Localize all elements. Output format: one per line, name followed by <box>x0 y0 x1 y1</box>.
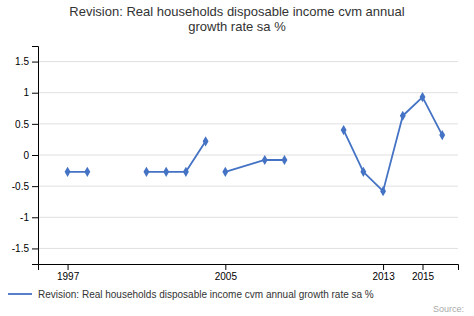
y-tick-mark <box>32 124 38 125</box>
grid <box>38 62 458 249</box>
y-tick: -1 <box>20 212 38 223</box>
x-tick-mark <box>68 264 69 270</box>
x-tick: 1997 <box>57 264 80 282</box>
y-tick: 1.5 <box>15 56 38 67</box>
grid-line <box>38 92 458 93</box>
y-axis: -1.5 -1 -0.5 0 0.5 1 1.5 <box>12 47 39 265</box>
point <box>203 136 209 146</box>
x-tick-label: 2015 <box>412 271 435 282</box>
y-tick-mark <box>32 217 38 218</box>
y-tick: -1.5 <box>12 243 38 254</box>
y-tick-mark <box>32 186 38 187</box>
y-tick: -0.5 <box>12 181 38 192</box>
x-tick: 2005 <box>215 264 238 282</box>
legend-swatch <box>8 293 32 295</box>
point <box>65 167 71 177</box>
y-tick-label: 0 <box>23 150 29 161</box>
point <box>282 155 288 165</box>
x-tick: 2013 <box>372 264 395 282</box>
x-tick: 2015 <box>412 264 435 282</box>
y-tick-mark <box>32 248 38 249</box>
x-axis: 1997 2005 2013 2015 <box>39 264 459 282</box>
x-tick-label: 1997 <box>57 271 80 282</box>
x-tick-label: 2005 <box>215 271 238 282</box>
grid-line <box>38 248 458 249</box>
title: Revision: Real households disposable inc… <box>69 4 404 34</box>
marks <box>65 92 446 196</box>
x-tick-mark <box>225 264 226 270</box>
y-tick-label: 1 <box>23 87 29 98</box>
grid-line <box>38 123 458 124</box>
point <box>420 92 426 102</box>
y-tick-mark <box>32 93 38 94</box>
legend-item: Revision: Real households disposable inc… <box>8 289 374 300</box>
point <box>439 130 445 140</box>
x-tick-mark <box>383 264 384 270</box>
title-line: growth rate sa % <box>188 19 286 34</box>
point <box>84 167 90 177</box>
y-tick-label: -0.5 <box>12 181 30 192</box>
plot: 1997 2005 2013 2015 -1.5 -1 -0.5 0 0.5 1 1.5 <box>12 47 459 283</box>
point <box>144 167 150 177</box>
y-axis-line <box>32 47 39 265</box>
grid-line <box>38 61 458 62</box>
y-tick: 0.5 <box>15 119 38 130</box>
chart: Revision: Real households disposable inc… <box>0 0 474 316</box>
y-tick-mark <box>32 62 38 63</box>
y-tick-label: 0.5 <box>15 119 29 130</box>
y-tick-label: -1 <box>20 212 29 223</box>
grid-line <box>38 186 458 187</box>
point <box>360 167 366 177</box>
legend: Revision: Real households disposable inc… <box>8 289 374 300</box>
legend-label: Revision: Real households disposable inc… <box>38 289 374 300</box>
point <box>163 167 169 177</box>
point <box>380 186 386 196</box>
y-tick: 0 <box>23 150 38 161</box>
point <box>262 155 268 165</box>
point <box>222 167 228 177</box>
y-tick-label: -1.5 <box>12 243 30 254</box>
y-tick-label: 1.5 <box>15 56 29 67</box>
grid-line <box>38 155 458 156</box>
y-tick-mark <box>32 155 38 156</box>
point <box>183 167 189 177</box>
x-tick-label: 2013 <box>372 271 395 282</box>
annotation: Source: <box>433 304 464 314</box>
point <box>400 111 406 121</box>
series-line <box>68 97 443 191</box>
point <box>341 125 347 135</box>
grid-line <box>38 217 458 218</box>
x-tick-mark <box>423 264 424 270</box>
x-axis-line <box>39 265 459 271</box>
y-tick: 1 <box>23 87 38 98</box>
title-line: Revision: Real households disposable inc… <box>69 4 404 19</box>
